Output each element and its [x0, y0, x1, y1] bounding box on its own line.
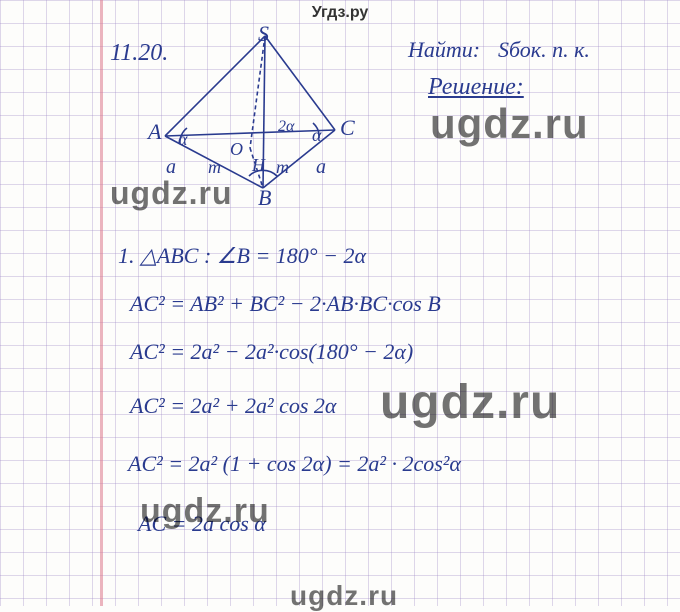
watermark: ugdz.ru: [290, 580, 398, 612]
watermark: ugdz.ru: [140, 492, 270, 531]
center-o: O: [230, 140, 243, 160]
apex-label: S: [258, 22, 269, 46]
page-header: Угдз.ру: [0, 4, 680, 22]
vertex-a: A: [148, 120, 161, 144]
find-label: Найти:: [408, 38, 480, 62]
watermark: ugdz.ru: [380, 375, 560, 430]
m-right: m: [276, 158, 289, 178]
eq-line-2: AC² = AB² + BC² − 2·AB·BC·cos B: [130, 292, 441, 316]
margin-line: [100, 0, 103, 606]
angle-2alpha: 2α: [278, 118, 294, 136]
vertex-c: C: [340, 116, 355, 140]
watermark: ugdz.ru: [110, 175, 233, 212]
foot-h: H: [252, 156, 265, 176]
eq-line-3: AC² = 2a² − 2a²·cos(180° − 2α): [130, 340, 413, 364]
solution-label: Решение:: [428, 74, 524, 100]
angle-alpha-a: α: [178, 130, 187, 150]
find-value: Sбок. п. к.: [498, 38, 590, 62]
eq-line-5: AC² = 2a² (1 + cos 2α) = 2a² · 2cos²α: [128, 452, 461, 476]
angle-alpha-c: α: [312, 126, 321, 146]
side-a-right: a: [316, 156, 326, 178]
eq-line-4: AC² = 2a² + 2a² cos 2α: [130, 394, 336, 418]
watermark: ugdz.ru: [430, 100, 589, 148]
vertex-b: B: [258, 186, 271, 210]
eq-line-1: 1. △ABC : ∠B = 180° − 2α: [118, 244, 366, 268]
